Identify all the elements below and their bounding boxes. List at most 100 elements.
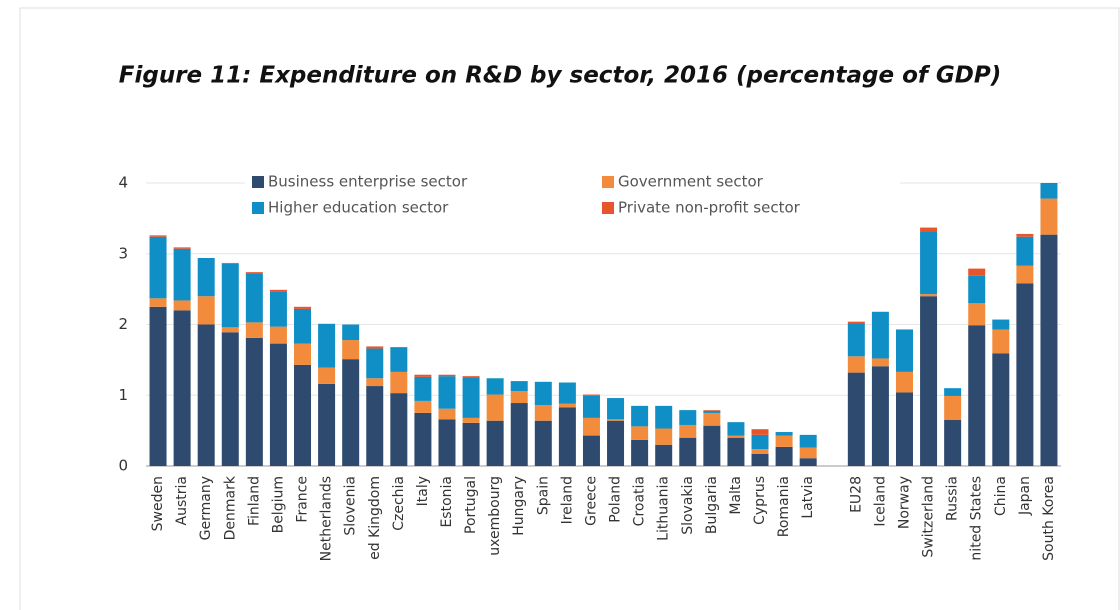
legend-label: Business enterprise sector: [268, 173, 468, 191]
bar-segment: [245, 322, 263, 338]
bar-segment: [510, 381, 528, 392]
x-tick-label: Poland: [608, 476, 624, 523]
x-tick-label: Greece: [583, 476, 599, 526]
bar-segment: [582, 435, 600, 466]
bar-segment: [318, 323, 336, 368]
x-tick-label: Norway: [896, 476, 912, 529]
x-tick-label: ed Kingdom: [367, 476, 383, 560]
x-tick-label: uxembourg: [487, 476, 503, 556]
bar-segment: [1016, 233, 1034, 237]
legend-swatch: [252, 202, 264, 214]
bar-segment: [679, 410, 697, 425]
legend-label: Private non-profit sector: [618, 199, 801, 217]
bar-segment: [269, 343, 287, 466]
legend-swatch: [602, 202, 614, 214]
bar-segment: [269, 289, 287, 292]
bar-segment: [607, 420, 625, 466]
bar-segment: [462, 376, 480, 378]
bar-segment: [221, 263, 239, 328]
x-tick-label: Sweden: [150, 476, 166, 531]
bar-segment: [968, 268, 986, 276]
bar-segment: [703, 410, 721, 413]
legend: Business enterprise sector Government sec…: [245, 168, 900, 220]
bar-segment: [703, 410, 721, 411]
x-tick-label: Germany: [198, 476, 214, 540]
x-tick-label: Croatia: [632, 476, 648, 526]
bar-segment: [751, 434, 769, 450]
bar-segment: [582, 394, 600, 396]
bar-segment: [920, 294, 938, 297]
bar-segment: [582, 395, 600, 418]
bar-segment: [799, 458, 817, 466]
bar-segment: [895, 371, 913, 393]
bar-segment: [245, 337, 263, 466]
x-tick-label: Iceland: [872, 476, 888, 527]
bar-segment: [390, 371, 408, 394]
bar-segment: [631, 405, 649, 427]
bar-segment: [655, 444, 673, 466]
bar-segment: [173, 248, 191, 301]
bar-segment: [414, 374, 432, 377]
bar-segment: [1016, 265, 1034, 284]
bar-segment: [318, 383, 336, 466]
bar-segment: [390, 393, 408, 466]
x-tick-label: Switzerland: [921, 476, 937, 558]
x-tick-label: Czechia: [391, 476, 407, 531]
bar-segment: [847, 321, 865, 324]
bar-segment: [1040, 198, 1058, 235]
bar-segment: [149, 298, 167, 307]
bar-segment: [655, 405, 673, 429]
bar-segment: [847, 356, 865, 373]
bar-segment: [871, 366, 889, 466]
x-tick-label: Portugal: [463, 476, 479, 534]
bar-segment: [968, 303, 986, 326]
bar-segment: [221, 327, 239, 333]
bar-segment: [414, 400, 432, 413]
bar-segment: [727, 422, 745, 436]
x-tick-label: Japan: [1017, 476, 1033, 516]
bar-segment: [486, 378, 504, 395]
bar-segment: [582, 417, 600, 436]
bar-segment: [342, 340, 360, 360]
legend-label: Government sector: [618, 173, 764, 191]
bar-segment: [462, 417, 480, 423]
bar-segment: [968, 325, 986, 466]
bar-segment: [944, 420, 962, 466]
bar-segment: [221, 332, 239, 466]
x-tick-label: Latvia: [800, 476, 816, 519]
bar-segment: [197, 324, 215, 466]
y-tick-label: 4: [118, 174, 128, 192]
bar-segment: [462, 422, 480, 466]
x-tick-label: Austria: [174, 476, 190, 525]
bar-segment: [245, 272, 263, 274]
bar-segment: [751, 449, 769, 454]
x-tick-label: Ireland: [559, 476, 575, 524]
bar-segment: [318, 367, 336, 384]
bar-segment: [342, 324, 360, 341]
bar-segment: [269, 291, 287, 327]
bar-segment: [727, 435, 745, 438]
bar-segment: [294, 306, 312, 309]
bar-segment: [534, 381, 552, 406]
x-tick-label: Romania: [776, 476, 792, 537]
bar-segment: [895, 392, 913, 466]
x-tick-label: Estonia: [439, 476, 455, 528]
bar-segment: [414, 376, 432, 401]
x-tick-label: Finland: [246, 476, 262, 526]
bar-segment: [703, 412, 721, 426]
frame: [19, 7, 1120, 610]
x-tick-label: Cyprus: [752, 476, 768, 525]
x-tick-label: Slovenia: [343, 476, 359, 536]
x-tick-label: nited States: [969, 476, 985, 561]
x-tick-label: Spain: [535, 476, 551, 515]
bar-segment: [366, 348, 384, 379]
x-tick-label: Bulgaria: [704, 476, 720, 534]
bar-segment: [871, 311, 889, 359]
chart-title: Figure 11: Expenditure on R&D by sector,…: [119, 63, 1001, 89]
bar-segment: [944, 388, 962, 396]
bar-segment: [149, 235, 167, 237]
x-tick-label: South Korea: [1041, 476, 1057, 561]
bar-segment: [366, 386, 384, 466]
bar-segment: [558, 382, 576, 404]
